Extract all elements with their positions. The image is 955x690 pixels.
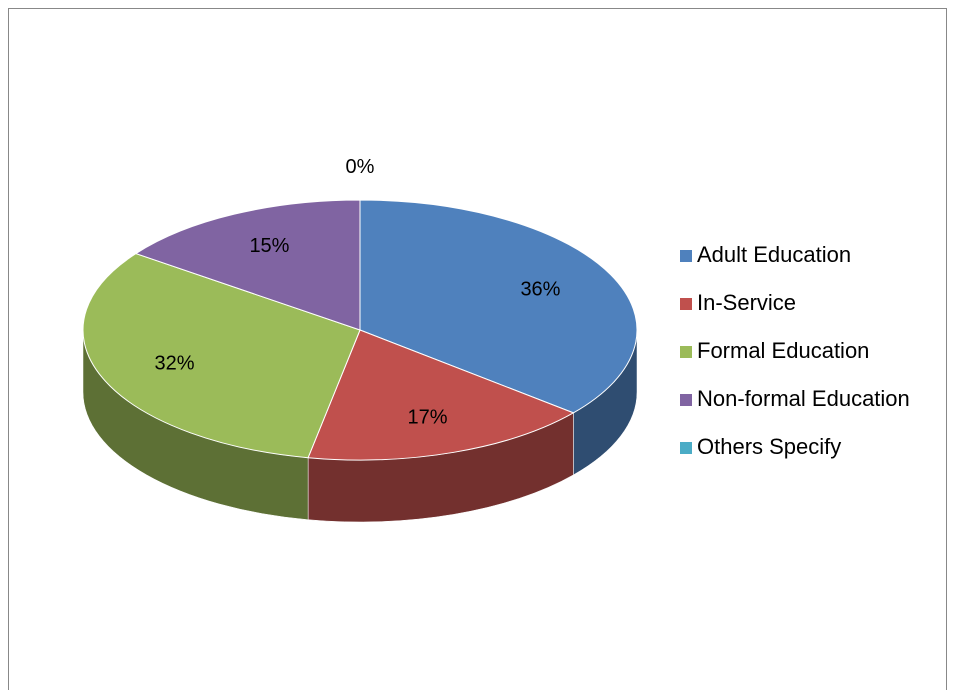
legend-swatch [680,250,692,262]
slice [134,199,361,331]
legend-swatch [680,442,692,454]
legend-label: Others Specify [697,434,841,459]
data-label: 17% [408,406,448,428]
legend-swatch [680,298,692,310]
data-label: 0% [346,156,375,178]
legend-label: Non-formal Education [697,386,910,411]
slice [82,253,361,459]
legend-label: Adult Education [697,242,851,267]
legend-label: In-Service [697,290,796,315]
slice [359,199,638,414]
data-label: 36% [520,278,560,300]
slice [307,329,575,461]
legend-swatch [680,346,692,358]
data-label: 32% [155,353,195,375]
legend-label: Formal Education [697,338,869,363]
legend-swatch [680,394,692,406]
data-label: 15% [249,235,289,257]
